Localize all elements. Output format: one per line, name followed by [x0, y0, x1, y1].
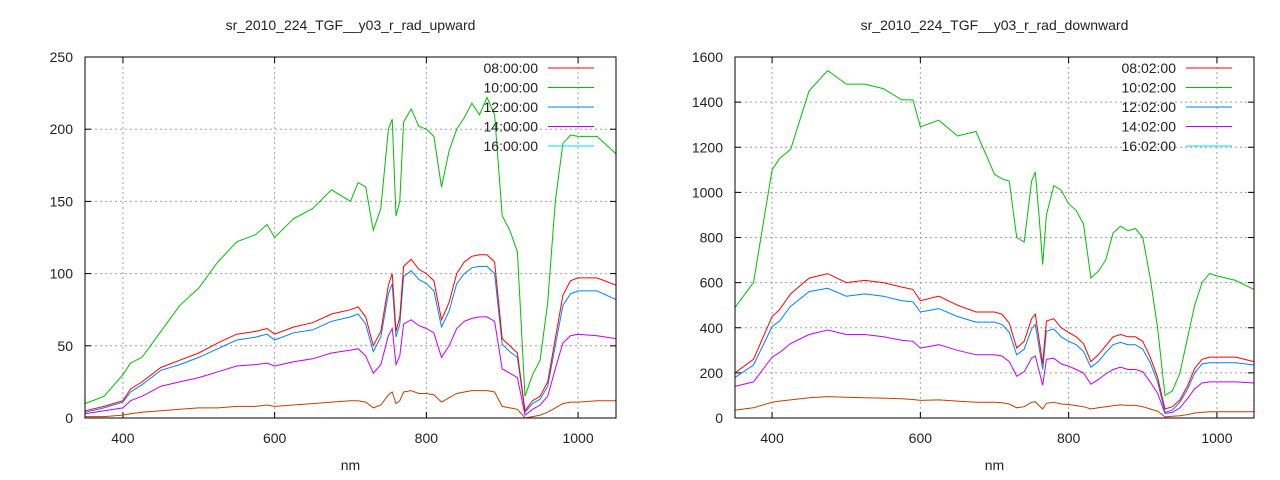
series-line-16:02:00	[734, 396, 1254, 418]
y-tick-label: 150	[50, 193, 74, 209]
series-line-08:00:00	[84, 254, 617, 413]
y-tick-label: 1200	[692, 139, 723, 155]
legend-label: 16:02:00	[1122, 138, 1177, 154]
legend-label: 14:02:00	[1122, 119, 1177, 135]
x-tick-label: 1000	[562, 430, 593, 446]
chart-title: sr_2010_224_TGF__y03_r_rad_upward	[226, 17, 476, 33]
y-tick-label: 0	[715, 410, 723, 426]
x-tick-label: 800	[415, 430, 439, 446]
legend-label: 10:02:00	[1122, 80, 1177, 96]
plot-frame	[734, 56, 1255, 419]
series-line-12:00:00	[84, 265, 617, 414]
x-tick-label: 800	[1057, 430, 1081, 446]
legend-label: 12:00:00	[484, 99, 539, 115]
plot-frame	[84, 56, 617, 419]
y-tick-label: 250	[50, 49, 74, 65]
legend-label: 14:00:00	[484, 119, 539, 135]
series-line-10:00:00	[84, 96, 617, 405]
x-axis-label: nm	[985, 457, 1004, 473]
series-line-12:02:00	[734, 287, 1255, 414]
series-line-10:02:00	[734, 69, 1255, 397]
series-line-16:00:00	[85, 390, 616, 419]
y-tick-label: 1000	[692, 184, 723, 200]
y-tick-label: 50	[57, 338, 73, 354]
y-tick-label: 600	[700, 275, 724, 291]
x-tick-label: 400	[111, 430, 135, 446]
y-tick-label: 0	[65, 410, 73, 426]
y-tick-label: 100	[50, 266, 74, 282]
series-line-08:02:00	[734, 273, 1255, 410]
y-tick-label: 1400	[692, 94, 723, 110]
y-tick-label: 800	[700, 230, 724, 246]
x-axis-label: nm	[341, 457, 360, 473]
y-tick-label: 1600	[692, 49, 723, 65]
legend-label: 12:02:00	[1122, 99, 1177, 115]
y-tick-label: 200	[50, 121, 74, 137]
legend-label: 08:00:00	[484, 60, 539, 76]
x-tick-label: 600	[263, 430, 287, 446]
legend-label: 10:00:00	[484, 80, 539, 96]
x-tick-label: 400	[760, 430, 784, 446]
series-line-14:02:00	[734, 329, 1255, 415]
y-tick-label: 400	[700, 320, 724, 336]
legend-label: 16:00:00	[484, 138, 539, 154]
y-tick-label: 200	[700, 365, 724, 381]
series-line-14:00:00	[84, 316, 617, 416]
legend-label: 08:02:00	[1122, 60, 1177, 76]
x-tick-label: 600	[909, 430, 933, 446]
chart-title: sr_2010_224_TGF__y03_r_rad_downward	[861, 17, 1129, 33]
x-tick-label: 1000	[1201, 430, 1232, 446]
